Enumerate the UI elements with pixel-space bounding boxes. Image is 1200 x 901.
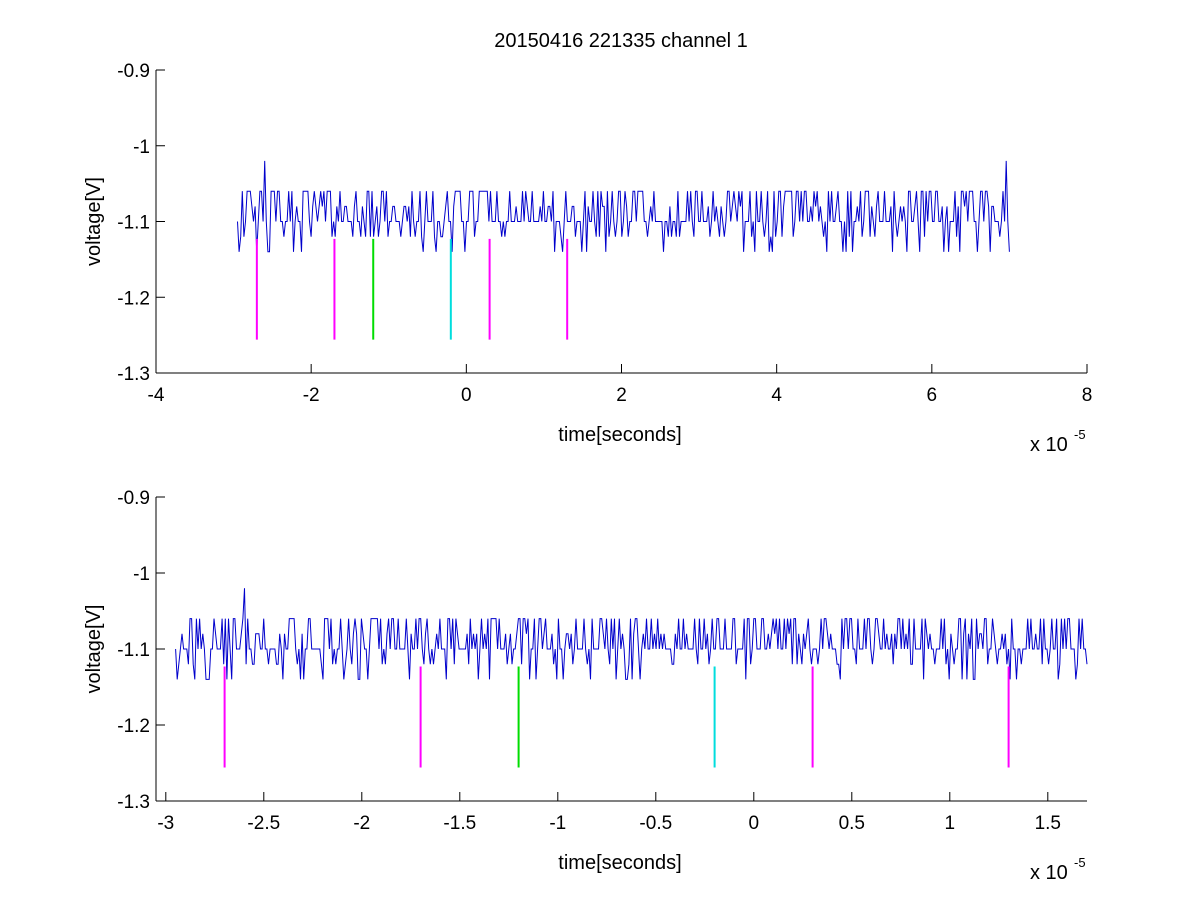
x-exponent-multiplier: x 10	[1030, 862, 1068, 884]
x-axis-label: time[seconds]	[558, 424, 681, 446]
x-tick-label: 4	[771, 385, 782, 406]
y-tick-label: -1.2	[117, 288, 150, 309]
x-tick-label: 2	[616, 385, 627, 406]
x-exponent-multiplier: x 10	[1030, 434, 1068, 456]
y-tick-label: -1.1	[117, 213, 150, 234]
x-axis-label: time[seconds]	[558, 852, 681, 874]
x-tick-label: -2	[303, 385, 320, 406]
y-axis-label: voltage[V]	[83, 177, 105, 266]
y-axis-label: voltage[V]	[83, 605, 105, 694]
x-tick-label: -4	[148, 385, 165, 406]
x-tick-label: -2	[353, 813, 370, 834]
y-tick-label: -1	[133, 137, 150, 158]
signal-trace	[237, 160, 1010, 253]
y-tick-label: -0.9	[117, 488, 150, 509]
x-tick-label: 6	[927, 385, 938, 406]
y-tick-label: -1.3	[117, 364, 150, 385]
x-tick-label: 8	[1082, 385, 1093, 406]
x-tick-label: -1.5	[443, 813, 476, 834]
figure-title: 20150416 221335 channel 1	[494, 30, 748, 52]
x-tick-label: -1	[549, 813, 566, 834]
y-tick-label: -0.9	[117, 61, 150, 82]
y-tick-label: -1.1	[117, 640, 150, 661]
x-tick-label: -3	[157, 813, 174, 834]
x-tick-label: 1	[945, 813, 956, 834]
x-tick-label: 0	[749, 813, 760, 834]
y-tick-label: -1.3	[117, 792, 150, 813]
y-tick-label: -1	[133, 564, 150, 585]
x-tick-label: 0	[461, 385, 472, 406]
top-plot: -4 -2 0 2 4 6 8 -1.3 -1.2 -1.1 -1 -0.9 time[seconds]…	[83, 61, 1092, 456]
x-tick-label: 0.5	[839, 813, 865, 834]
bottom-plot: -3 -2.5 -2 -1.5 -1 -0.5 0 0.5 1 1.5 -1.3 -1.2 -1.1 -1…	[83, 488, 1088, 884]
x-tick-label: 1.5	[1035, 813, 1061, 834]
x-exponent-power: -5	[1074, 427, 1086, 442]
x-tick-label: -0.5	[639, 813, 672, 834]
x-tick-label: -2.5	[247, 813, 280, 834]
signal-trace	[175, 588, 1088, 680]
x-exponent-power: -5	[1074, 855, 1086, 870]
y-tick-label: -1.2	[117, 716, 150, 737]
